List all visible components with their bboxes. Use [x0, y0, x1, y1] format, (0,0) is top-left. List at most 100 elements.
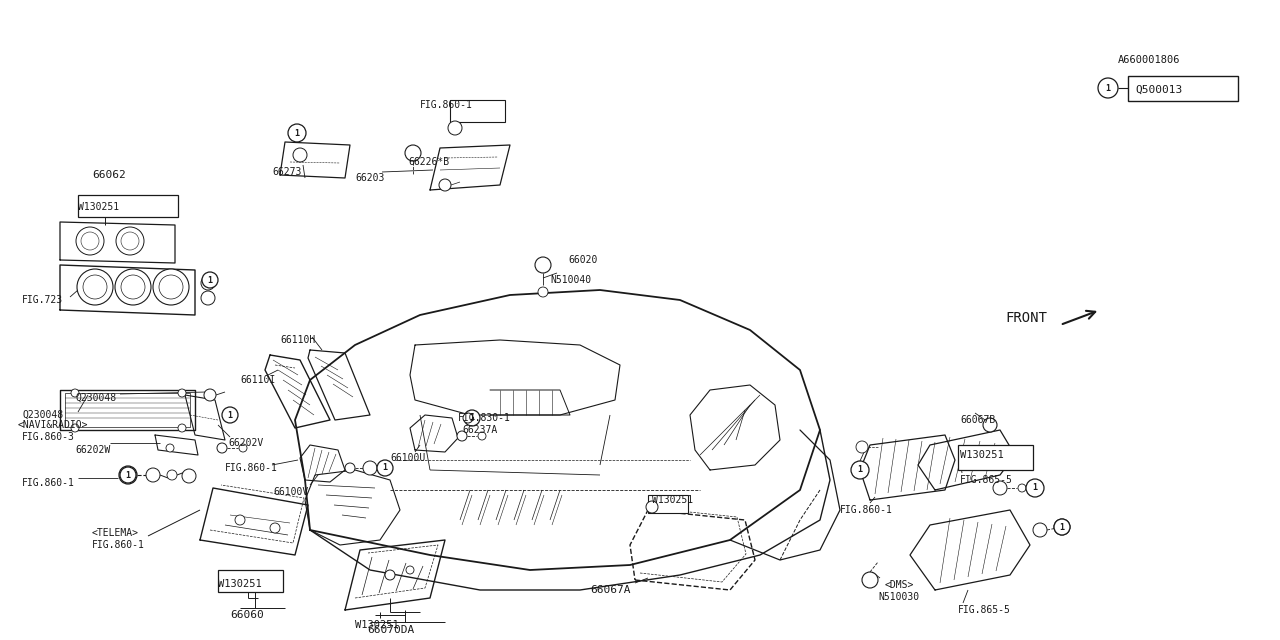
Circle shape [851, 461, 869, 479]
Circle shape [1053, 519, 1070, 535]
Circle shape [116, 227, 145, 255]
Circle shape [122, 275, 145, 299]
Text: 66273: 66273 [273, 167, 301, 177]
Text: N510040: N510040 [550, 275, 591, 285]
Circle shape [122, 232, 140, 250]
Circle shape [457, 431, 467, 441]
Circle shape [288, 124, 306, 142]
Circle shape [293, 148, 307, 162]
Circle shape [378, 460, 393, 476]
Text: 1: 1 [1106, 83, 1111, 93]
Text: N510030: N510030 [878, 592, 919, 602]
Text: 66062: 66062 [92, 170, 125, 180]
Circle shape [154, 269, 189, 305]
Text: 66100V: 66100V [273, 487, 308, 497]
Circle shape [115, 269, 151, 305]
Circle shape [204, 389, 216, 401]
Text: 66110I: 66110I [241, 375, 275, 385]
Text: 66100U: 66100U [390, 453, 425, 463]
Circle shape [166, 470, 177, 480]
Bar [218, 570, 283, 592]
Circle shape [201, 276, 215, 290]
Text: 66237A: 66237A [462, 425, 497, 435]
Circle shape [463, 413, 474, 423]
Circle shape [159, 275, 183, 299]
Circle shape [1033, 523, 1047, 537]
Circle shape [182, 469, 196, 483]
Text: 1: 1 [1060, 522, 1065, 531]
Text: W130251: W130251 [960, 450, 1004, 460]
Circle shape [404, 145, 421, 161]
Text: 66202V: 66202V [228, 438, 264, 448]
Text: FIG.860-1: FIG.860-1 [840, 505, 893, 515]
Text: FRONT: FRONT [1005, 311, 1047, 325]
Circle shape [406, 566, 413, 574]
Circle shape [1053, 519, 1070, 535]
Circle shape [477, 432, 486, 440]
Circle shape [236, 515, 244, 525]
Circle shape [385, 570, 396, 580]
Text: 66067A: 66067A [590, 585, 631, 595]
Text: Q230048: Q230048 [76, 393, 116, 403]
Text: W130251: W130251 [78, 202, 119, 212]
Text: 66202W: 66202W [76, 445, 110, 455]
Circle shape [1098, 78, 1117, 98]
Text: FIG.723: FIG.723 [22, 295, 63, 305]
Text: FIG.865-5: FIG.865-5 [960, 475, 1012, 485]
Text: 66110H: 66110H [280, 335, 315, 345]
Circle shape [202, 272, 218, 288]
Bar [648, 495, 689, 513]
Circle shape [77, 269, 113, 305]
Circle shape [448, 121, 462, 135]
Circle shape [81, 232, 99, 250]
Circle shape [120, 467, 136, 483]
Text: FIG.860-3: FIG.860-3 [22, 432, 74, 442]
Text: FIG.860-1: FIG.860-1 [22, 478, 74, 488]
Text: 1: 1 [470, 413, 475, 422]
Circle shape [861, 572, 878, 588]
Circle shape [239, 444, 247, 452]
Circle shape [178, 389, 186, 397]
Text: W130251: W130251 [652, 495, 694, 505]
Text: FIG.865-5: FIG.865-5 [957, 605, 1011, 615]
Text: <DMS>: <DMS> [884, 580, 914, 590]
Circle shape [76, 227, 104, 255]
Text: Q230048: Q230048 [22, 410, 63, 420]
Circle shape [119, 466, 137, 484]
Bar [957, 445, 1033, 470]
Text: 66070DA: 66070DA [367, 625, 415, 635]
Text: FIG.860-1: FIG.860-1 [225, 463, 278, 473]
Text: 66060: 66060 [230, 610, 264, 620]
Circle shape [70, 424, 79, 432]
Circle shape [983, 418, 997, 432]
Text: Q500013: Q500013 [1135, 85, 1183, 95]
Circle shape [178, 424, 186, 432]
Text: 66067B: 66067B [960, 415, 996, 425]
Circle shape [439, 179, 451, 191]
Circle shape [270, 523, 280, 533]
Circle shape [146, 468, 160, 482]
Circle shape [993, 481, 1007, 495]
Circle shape [201, 291, 215, 305]
Circle shape [465, 410, 480, 426]
Bar [78, 195, 178, 217]
Circle shape [218, 443, 227, 453]
Text: 1: 1 [207, 275, 212, 285]
Circle shape [1027, 479, 1044, 497]
Text: <TELEMA>: <TELEMA> [92, 528, 140, 538]
Text: FIG.860-1: FIG.860-1 [92, 540, 145, 550]
Circle shape [364, 461, 378, 475]
Text: 66203: 66203 [355, 173, 384, 183]
Text: 1: 1 [1033, 483, 1038, 493]
Text: 1: 1 [858, 465, 863, 474]
Text: FIG.830-1: FIG.830-1 [458, 413, 511, 423]
Circle shape [221, 407, 238, 423]
Circle shape [83, 275, 108, 299]
Circle shape [535, 257, 550, 273]
Text: A660001806: A660001806 [1117, 55, 1180, 65]
Text: 1: 1 [125, 470, 131, 479]
Text: 1: 1 [294, 129, 300, 138]
Circle shape [346, 463, 355, 473]
Text: W130251: W130251 [218, 579, 261, 589]
Circle shape [166, 444, 174, 452]
